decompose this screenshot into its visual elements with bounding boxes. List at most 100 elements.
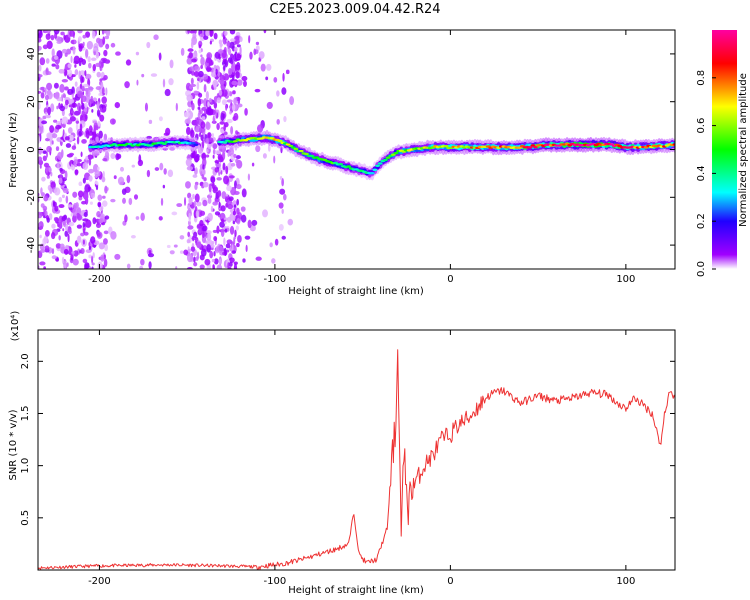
noise-speck <box>247 173 251 181</box>
noise-speck <box>231 244 234 252</box>
noise-speck <box>200 54 203 58</box>
noise-speck <box>59 243 65 250</box>
noise-speck <box>122 197 126 204</box>
noise-speck <box>53 187 61 196</box>
noise-speck <box>216 264 223 269</box>
noise-speck <box>95 62 102 68</box>
noise-speck <box>201 174 204 180</box>
noise-speck <box>51 63 56 67</box>
noise-speck <box>82 177 86 184</box>
noise-speck <box>102 158 108 162</box>
noise-speck <box>198 132 202 137</box>
ridge-cell <box>390 153 396 156</box>
noise-speck <box>97 261 103 269</box>
noise-speck <box>194 167 198 174</box>
noise-speck <box>83 231 89 236</box>
ridge-cell <box>304 152 309 156</box>
noise-speck <box>77 36 82 43</box>
noise-speck <box>285 69 290 75</box>
noise-speck <box>218 201 221 208</box>
noise-speck <box>60 31 65 36</box>
noise-speck <box>61 79 69 83</box>
noise-speck <box>203 84 207 93</box>
noise-speck <box>55 64 60 70</box>
noise-speck <box>76 235 82 244</box>
noise-speck <box>128 197 133 206</box>
noise-speck <box>83 193 89 200</box>
noise-speck <box>243 80 247 87</box>
noise-speck <box>55 146 60 151</box>
noise-speck <box>188 66 196 72</box>
noise-speck <box>74 69 79 76</box>
noise-speck <box>220 205 226 212</box>
noise-speck <box>70 213 73 217</box>
ridge-cell <box>190 141 196 145</box>
ridge-cell <box>161 142 167 146</box>
noise-speck <box>205 57 212 64</box>
noise-speck <box>171 211 178 216</box>
noise-speck <box>196 241 202 249</box>
noise-speck <box>78 60 82 67</box>
noise-speck <box>274 238 279 246</box>
ridge-cell <box>288 144 294 148</box>
noise-speck <box>273 77 278 83</box>
noise-speck <box>92 163 99 173</box>
noise-speck <box>91 262 95 266</box>
noise-speck <box>58 221 63 225</box>
noise-speck <box>186 118 191 125</box>
noise-speck <box>193 261 198 267</box>
colorbar-gradient <box>712 30 737 269</box>
noise-speck <box>202 164 205 170</box>
noise-speck <box>209 30 213 38</box>
noise-speck <box>75 120 80 124</box>
noise-speck <box>38 64 42 72</box>
noise-speck <box>87 86 94 92</box>
noise-speck <box>136 79 139 86</box>
noise-speck <box>214 167 220 173</box>
noise-speck <box>71 74 76 78</box>
noise-speck <box>38 45 42 51</box>
ridge-cell <box>309 154 315 158</box>
noise-speck <box>86 90 89 94</box>
noise-speck <box>110 152 116 160</box>
noise-speck <box>45 33 51 40</box>
noise-speck <box>62 189 69 194</box>
noise-speck <box>186 94 193 102</box>
noise-speck <box>251 219 258 226</box>
noise-speck <box>98 242 105 250</box>
noise-speck <box>186 239 191 244</box>
noise-speck <box>169 250 175 255</box>
noise-speck <box>56 40 62 45</box>
noise-speck <box>225 104 228 111</box>
noise-speck <box>210 205 214 213</box>
noise-speck <box>85 155 89 161</box>
noise-speck <box>74 169 79 175</box>
noise-speck <box>96 71 101 78</box>
noise-speck <box>90 57 97 61</box>
noise-speck <box>258 51 265 60</box>
snr-xlabel: Height of straight line (km) <box>288 585 424 596</box>
noise-speck <box>67 229 72 235</box>
noise-speck <box>287 218 294 226</box>
noise-speck <box>232 220 236 225</box>
noise-speck <box>212 148 216 155</box>
noise-speck <box>202 199 208 207</box>
noise-speck <box>198 44 202 49</box>
noise-speck <box>229 110 232 115</box>
noise-speck <box>193 65 201 72</box>
noise-speck <box>223 175 230 185</box>
noise-speck <box>104 35 110 40</box>
noise-speck <box>228 261 233 267</box>
noise-speck <box>73 55 80 65</box>
noise-speck <box>55 120 62 126</box>
noise-speck <box>197 77 200 82</box>
noise-speck <box>58 235 61 241</box>
noise-speck <box>92 64 97 72</box>
ridge-cell <box>527 146 533 149</box>
spectrogram-xtick-label: 0 <box>447 274 453 285</box>
noise-speck <box>49 186 53 195</box>
noise-speck <box>97 194 103 202</box>
noise-speck <box>227 216 232 223</box>
figure-title: C2E5.2023.009.04.42.R24 <box>269 2 440 17</box>
noise-speck <box>102 238 108 245</box>
